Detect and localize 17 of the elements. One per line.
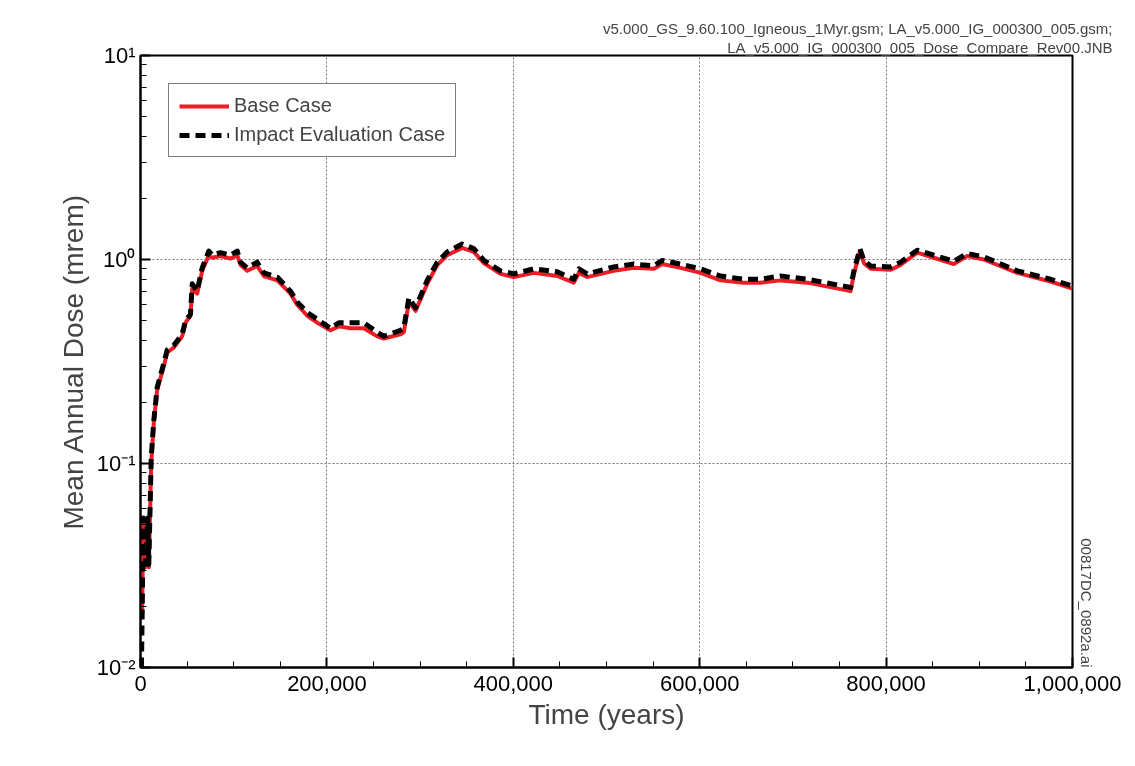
- x-tick-label: 1,000,000: [1023, 670, 1122, 696]
- x-tick-label: 800,000: [846, 670, 926, 696]
- text: v5.000_GS_9.60.100_Igneous_1Myr.gsm; LA_v5.000_IG_000300_005.gsm;: [602, 19, 1113, 37]
- y-tick-label: 10⁻¹: [96, 451, 136, 476]
- y-tick-label: 10¹: [103, 43, 136, 68]
- x-axis-title: Time (years): [528, 698, 685, 730]
- x-tick-label: 200,000: [287, 670, 367, 696]
- x-tick-label: 400,000: [473, 670, 554, 696]
- legend-label: Base Case: [234, 94, 332, 117]
- legend-label: Impact Evaluation Case: [234, 123, 446, 146]
- x-tick-label: 600,000: [659, 670, 740, 696]
- y-tick-label: 10⁻²: [96, 655, 136, 680]
- y-axis-title: Mean Annual Dose (mrem): [57, 194, 89, 530]
- text: 00817DC_0892a.ai: [1077, 538, 1095, 668]
- x-tick-label: 0: [134, 670, 147, 696]
- y-tick-label: 10⁰: [103, 247, 136, 272]
- annotation: LA_v5.000_IG_000300_005_Dose_Compare_Rev00.JNB: [727, 38, 1113, 56]
